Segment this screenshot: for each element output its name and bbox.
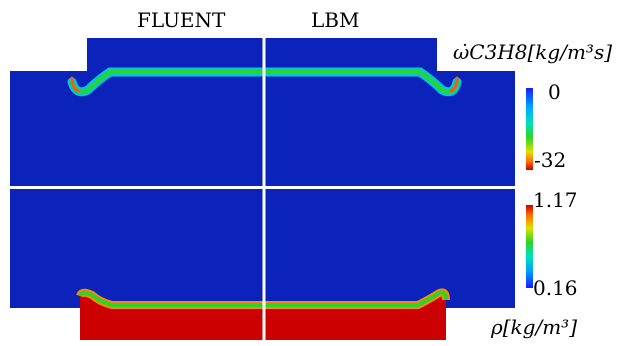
bottom-colorbar-min: 0.16 [533, 276, 578, 300]
bottom-colorbar-title: ρ[kg/m³] [491, 315, 578, 339]
top-colorbar-min: -32 [534, 148, 567, 172]
top-colorbar-title: ω̇C3H8[kg/m³s] [453, 40, 613, 64]
top-field-upper-block [87, 38, 437, 72]
bottom-colorbar-max: 1.17 [533, 188, 578, 212]
top-colorbar-max: 0 [548, 80, 561, 104]
bottom-colorbar [526, 205, 533, 288]
top-flame-hotspot-left [70, 76, 80, 93]
top-flame-hotspot-right [449, 76, 459, 93]
fluent-column-title: FLUENT [137, 8, 226, 32]
top-colorbar [526, 88, 533, 170]
lbm-column-title: LBM [311, 8, 360, 32]
